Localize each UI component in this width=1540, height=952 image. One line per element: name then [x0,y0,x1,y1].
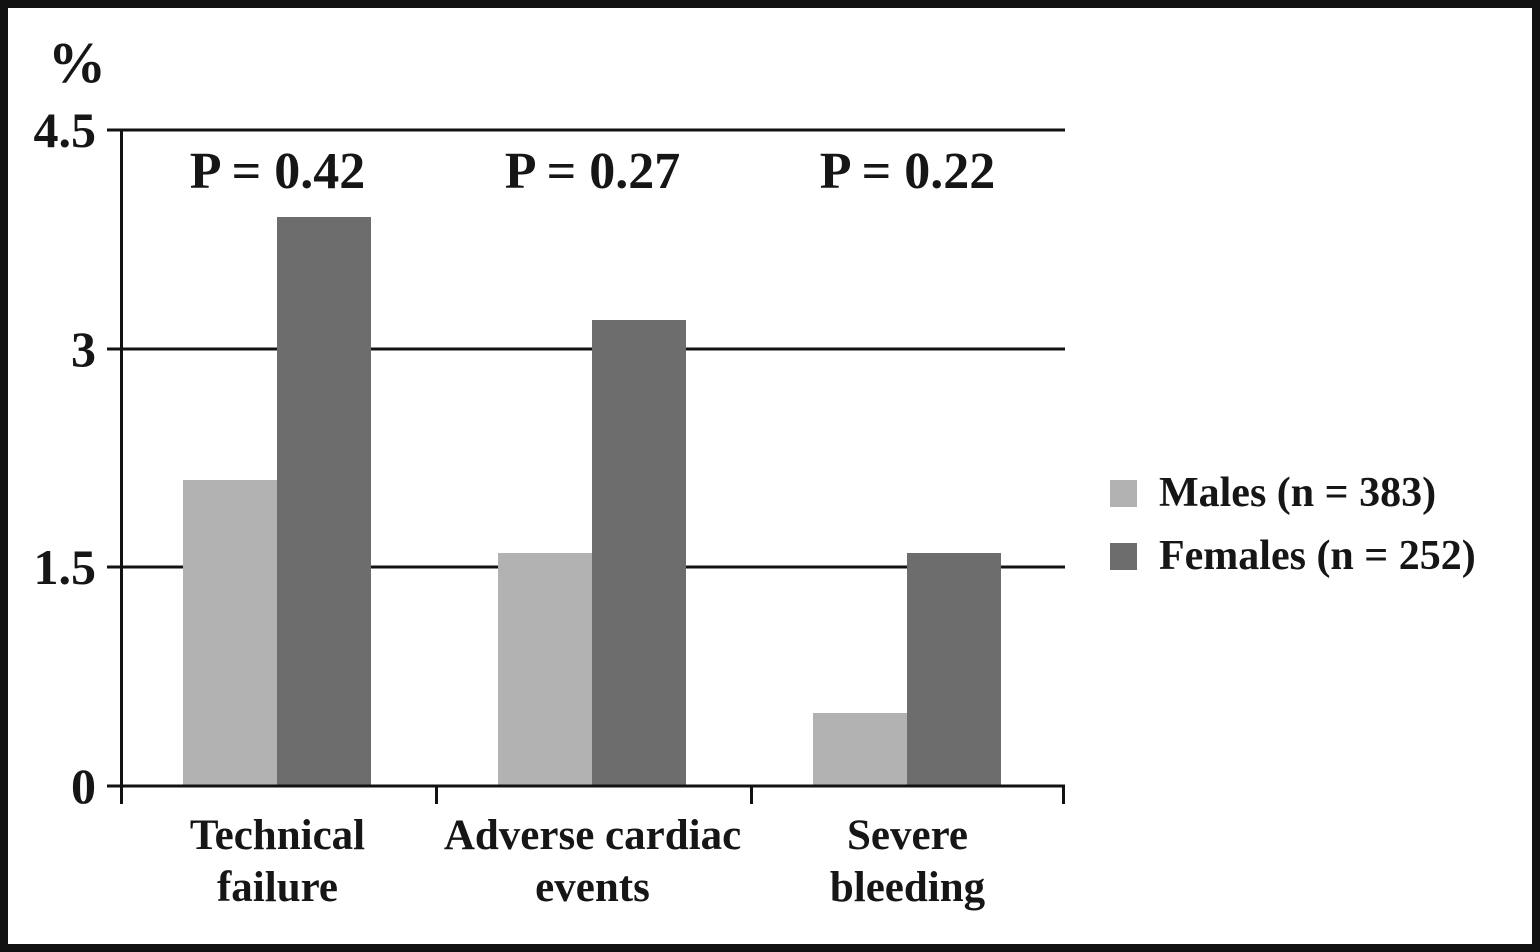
x-axis-tick-3 [1062,786,1065,804]
y-tick-label-1-5: 1.5 [33,539,97,596]
p-value-label-severe-bleeding: P = 0.22 [819,143,996,200]
bar-group-severe-bleeding [750,130,1065,786]
bar-females-technical-failure [277,217,372,786]
x-category-label-adverse-cardiac-events: Adverse cardiac events [435,810,750,913]
legend: Males (n = 383) Females (n = 252) [1110,472,1476,598]
y-tick-label-0: 0 [71,758,96,814]
plot-area: P = 0.42 P = 0.27 P = 0.22 [107,128,1065,804]
bar-males-adverse-cardiac-events [498,552,593,786]
x-category-label-technical-failure: Technical failure [120,810,435,913]
bar-males-technical-failure [183,479,278,786]
x-axis-tick-1 [434,786,438,804]
x-axis-tick-0 [120,786,123,804]
bar-females-adverse-cardiac-events [592,319,687,786]
x-category-label-line1: Severe [847,812,968,859]
y-tick-label-3: 3 [71,320,96,377]
p-value-label-technical-failure: P = 0.42 [189,143,366,200]
gridline-3 [107,347,1065,351]
x-category-label-severe-bleeding: Severe bleeding [750,810,1065,913]
legend-swatch-males [1110,479,1137,507]
gridline-4-5 [107,128,1065,132]
legend-swatch-females [1110,542,1137,570]
bar-females-severe-bleeding [907,552,1002,786]
y-axis-unit-label: % [48,30,106,95]
y-axis-line [120,130,123,804]
x-category-label-line2: events [535,863,650,911]
legend-item-females: Females (n = 252) [1110,535,1476,577]
x-axis-category-labels: Technical failure Adverse cardiac events Sev… [120,810,1065,913]
x-category-label-line1: Adverse cardiac [443,812,742,859]
bar-males-severe-bleeding [813,713,908,786]
x-category-label-line2: bleeding [829,863,986,911]
p-value-label-adverse-cardiac-events: P = 0.27 [504,143,681,200]
x-category-label-line1: Technical [189,812,366,859]
y-axis-tick-labels: 0 1.5 3 4.5 [8,105,97,811]
y-tick-label-4-5: 4.5 [33,102,97,158]
bar-group-technical-failure [120,130,435,786]
legend-label-females: Females (n = 252) [1159,533,1476,579]
x-axis-tick-2 [749,786,753,804]
x-axis-baseline [107,784,1065,788]
legend-item-males: Males (n = 383) [1110,472,1476,514]
legend-label-males: Males (n = 383) [1159,470,1437,516]
bar-group-adverse-cardiac-events [435,130,750,786]
x-category-label-line2: failure [216,863,339,911]
